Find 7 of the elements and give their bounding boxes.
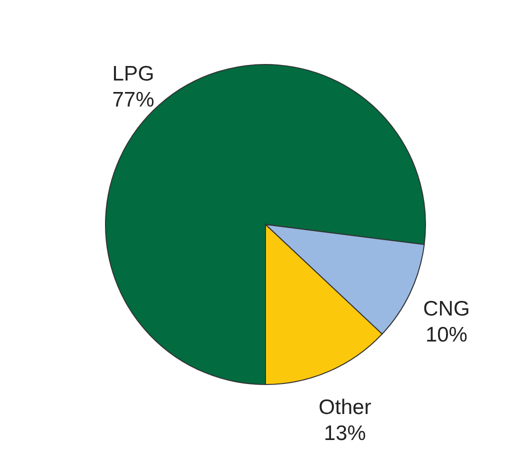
slice-label: Other <box>318 396 372 420</box>
pie-slice <box>105 64 426 385</box>
data-label: 77% <box>112 88 154 112</box>
slice-label: LPG <box>112 62 154 86</box>
slice-label: CNG <box>423 298 470 321</box>
data-label: 13% <box>324 422 366 446</box>
data-label: 10% <box>425 324 468 347</box>
